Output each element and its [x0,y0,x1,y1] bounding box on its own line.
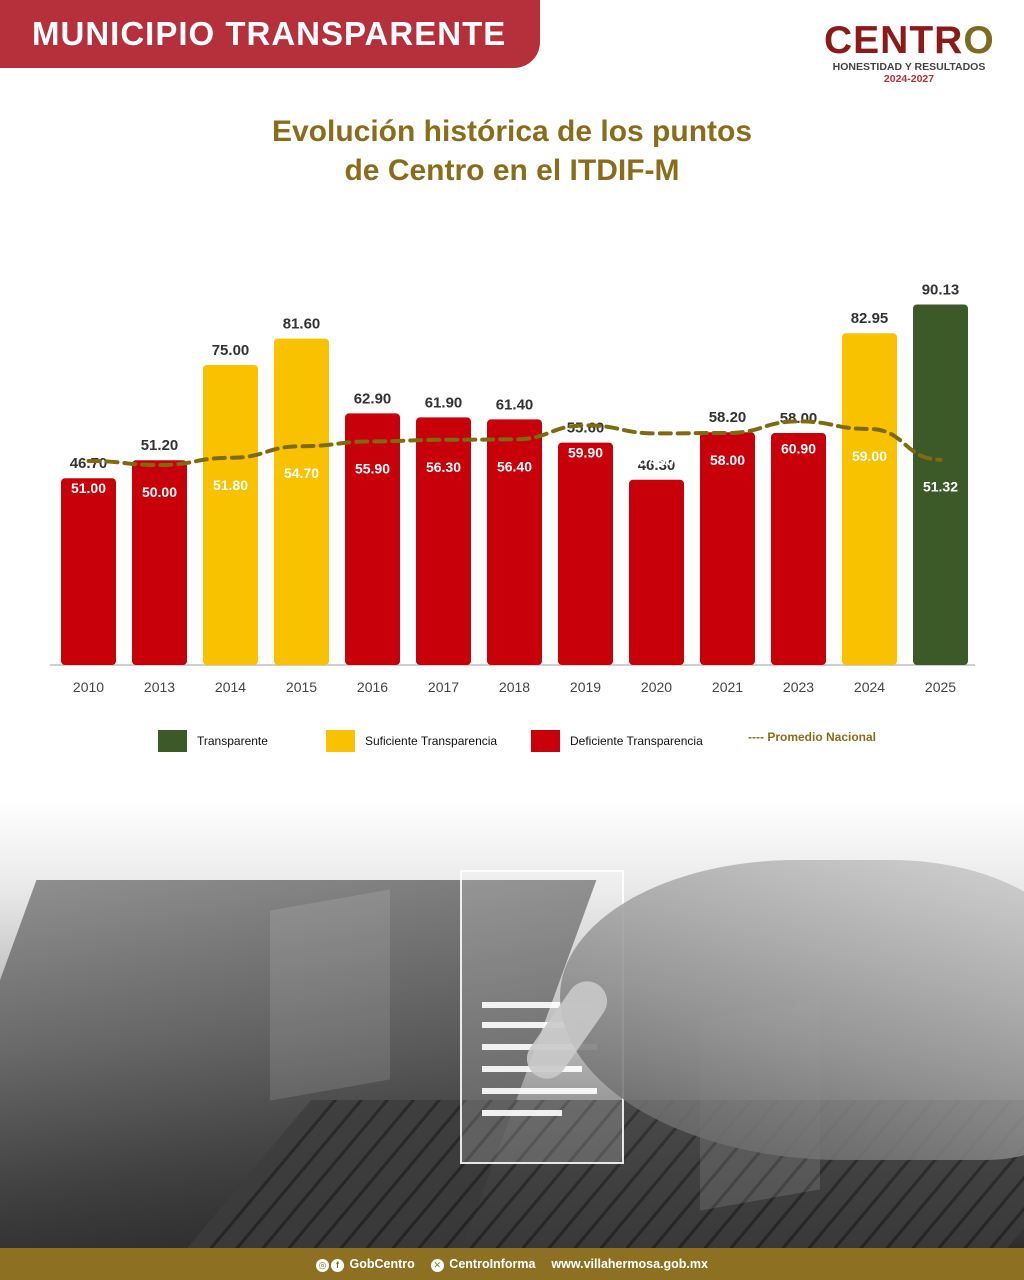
bar-2010 [61,478,116,665]
x-tick-label-2021: 2021 [712,679,743,695]
avg-value-label-2020: 57.90 [639,452,674,468]
bar-value-label-2020: 46.30 [638,457,676,474]
facebook-icon: f [331,1258,345,1272]
avg-value-label-2015: 54.70 [284,465,319,481]
page-title: Evolución histórica de los puntos de Cen… [0,112,1024,190]
bar-value-label-2015: 81.60 [283,316,321,333]
footer-social-handle: GobCentro [349,1256,415,1271]
bar-2020 [629,479,684,665]
footer-social: ◎ f GobCentro [316,1257,415,1272]
promedio-nacional-line [86,419,943,468]
bar-value-label-2025: 90.13 [922,281,960,298]
legend-label-suficiente: Suficiente Transparencia [365,734,498,748]
avg-value-label-2018: 56.40 [497,458,532,474]
hero-photo [0,800,1024,1248]
logo-tagline: HONESTIDAD Y RESULTADOS [832,61,986,73]
legend-swatch-suficiente [326,730,355,752]
x-tick-label-2015: 2015 [286,679,317,695]
legend-swatch-transparente [158,730,187,752]
bar-2019 [558,442,613,665]
header-banner: MUNICIPIO TRANSPARENTE [0,0,540,68]
legend-item-deficiente: Deficiente Transparencia [531,730,703,752]
instagram-icon: ◎ [316,1258,330,1272]
bar-value-label-2023: 58.00 [780,410,818,427]
footer-x: ✕ CentroInforma [430,1256,536,1272]
avg-value-label-2021: 58.00 [710,452,745,468]
x-tick-label-2016: 2016 [357,679,388,695]
logo-years: 2024-2027 [883,73,935,85]
x-tick-label-2010: 2010 [73,679,104,695]
bar-value-label-2024: 82.95 [851,310,889,327]
legend-swatch-deficiente [531,730,560,752]
bar-2024 [842,333,897,665]
bar-2023 [771,433,826,665]
avg-value-label-2019: 59.90 [568,444,603,460]
bar-value-label-2013: 51.20 [141,437,179,454]
chart-legend: Transparente Suficiente Transparencia De… [0,730,1024,754]
ghost-document-left [270,889,390,1101]
x-tick-label-2023: 2023 [783,679,814,695]
legend-item-transparente: Transparente [158,730,268,752]
x-tick-label-2024: 2024 [854,679,885,695]
legend-label-promedio: ---- Promedio Nacional [748,730,877,744]
avg-value-label-2010: 51.00 [71,480,106,496]
title-line-1: Evolución histórica de los puntos [271,115,753,148]
legend-label-transparente: Transparente [197,734,268,748]
legend-label-deficiente: Deficiente Transparencia [570,734,703,748]
banner-title: MUNICIPIO TRANSPARENTE [32,15,507,52]
bar-chart: 46.70 2010 51.20 2013 75.00 2014 81.60 2015 62.9… [50,281,975,695]
bar-value-label-2017: 61.90 [425,394,463,411]
bar-2018 [487,419,542,665]
avg-value-label-2023: 60.90 [781,440,816,456]
footer-website: www.villahermosa.gob.mx [551,1257,708,1271]
bar-2021 [700,432,755,665]
avg-value-label-2025: 51.32 [923,479,958,495]
avg-value-label-2017: 56.30 [426,459,461,475]
bar-2017 [416,417,471,665]
bar-value-label-2014: 75.00 [212,342,250,359]
x-tick-label-2017: 2017 [428,679,459,695]
bar-2015 [274,338,329,665]
bar-2013 [132,460,187,665]
x-tick-label-2020: 2020 [641,679,672,695]
avg-value-label-2013: 50.00 [142,484,177,500]
x-tick-label-2013: 2013 [144,679,175,695]
legend-item-promedio: ---- Promedio Nacional [748,730,876,744]
bar-value-label-2016: 62.90 [354,390,392,407]
centro-logo: CENTRO HONESTIDAD Y RESULTADOS 2024-2027 [824,19,995,85]
avg-value-label-2016: 55.90 [355,460,390,476]
bar-value-label-2021: 58.20 [709,409,747,426]
footer-bar: ◎ f GobCentro ✕ CentroInforma www.villahe… [0,1248,1024,1280]
footer-x-handle: CentroInforma [449,1256,536,1271]
bar-2014 [203,365,258,665]
avg-value-label-2024: 59.00 [852,448,887,464]
bar-2025 [913,304,968,665]
x-tick-label-2019: 2019 [570,679,601,695]
title-line-2: de Centro en el ITDIF-M [344,154,680,187]
x-icon: ✕ [430,1258,444,1272]
bar-2016 [345,413,400,665]
x-tick-label-2014: 2014 [215,679,246,695]
bar-value-label-2018: 61.40 [496,396,534,413]
avg-value-label-2014: 51.80 [213,477,248,493]
logo-word: CENTRO [824,19,995,62]
bar-value-label-2010: 46.70 [70,455,108,472]
x-tick-label-2018: 2018 [499,679,530,695]
x-tick-label-2025: 2025 [925,679,956,695]
legend-item-suficiente: Suficiente Transparencia [326,730,497,752]
